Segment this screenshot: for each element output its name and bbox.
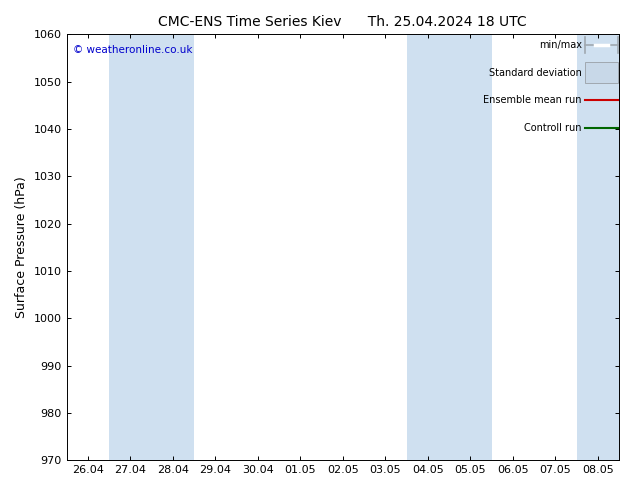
Text: Controll run: Controll run bbox=[524, 123, 582, 133]
Title: CMC-ENS Time Series Kiev      Th. 25.04.2024 18 UTC: CMC-ENS Time Series Kiev Th. 25.04.2024 … bbox=[158, 15, 527, 29]
Text: Ensemble mean run: Ensemble mean run bbox=[484, 96, 582, 105]
Bar bbox=[576, 34, 619, 460]
Text: min/max: min/max bbox=[539, 40, 582, 50]
Bar bbox=[406, 34, 491, 460]
Y-axis label: Surface Pressure (hPa): Surface Pressure (hPa) bbox=[15, 176, 28, 318]
Text: © weatheronline.co.uk: © weatheronline.co.uk bbox=[73, 45, 193, 55]
Text: Standard deviation: Standard deviation bbox=[489, 68, 582, 77]
Bar bbox=[585, 62, 618, 83]
Bar bbox=[109, 34, 194, 460]
